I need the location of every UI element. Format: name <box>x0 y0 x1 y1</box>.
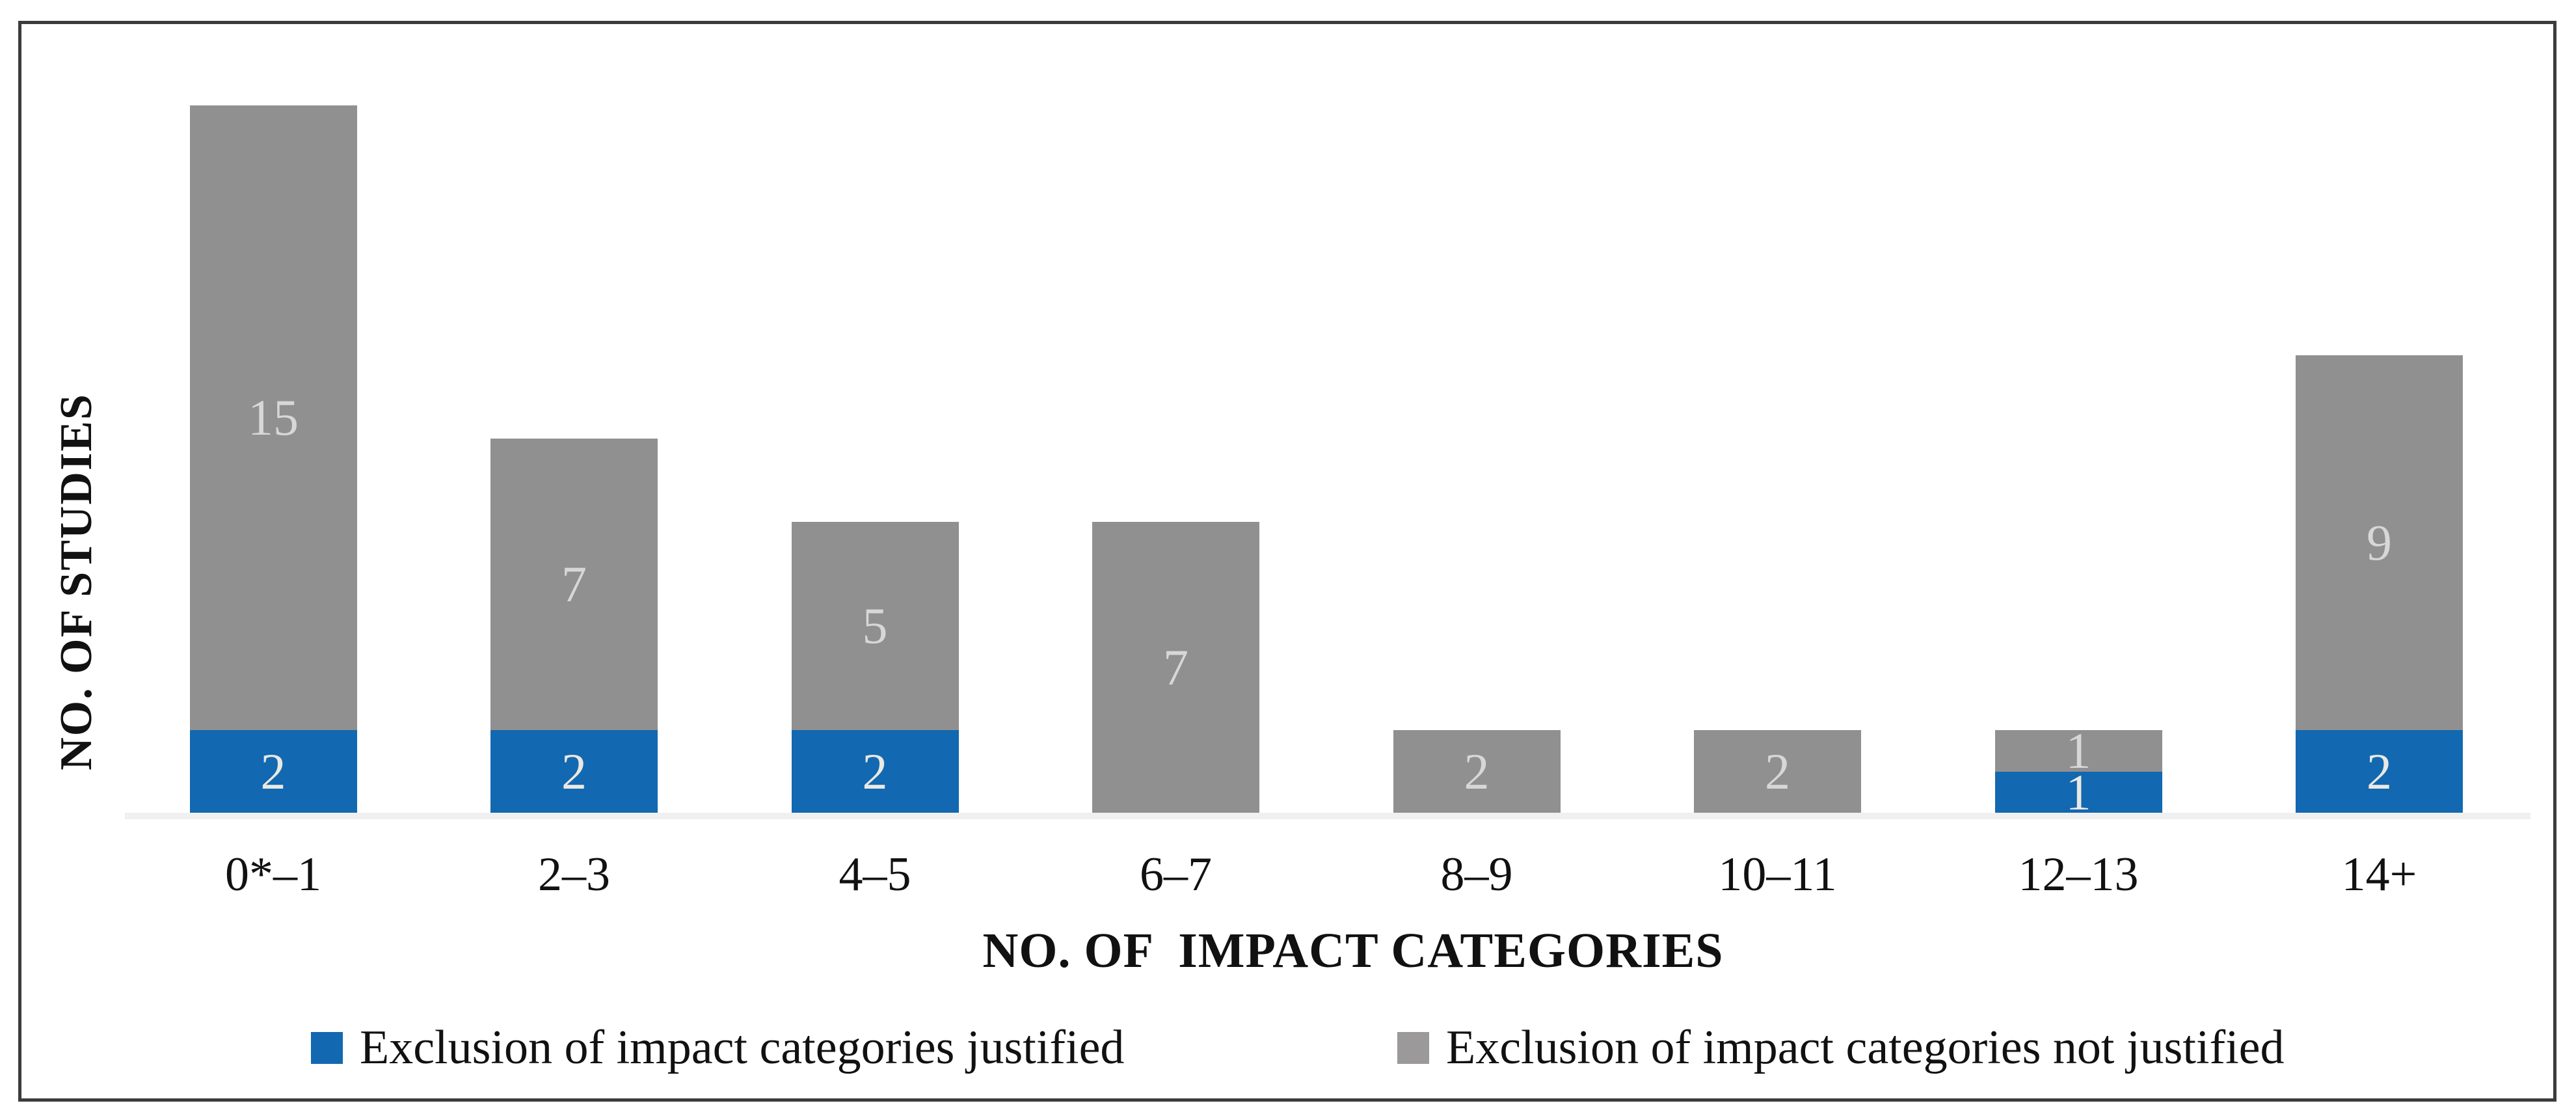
x-tick-label: 0*–1 <box>225 848 321 901</box>
bar-segment-not-justified: 15 <box>189 105 357 730</box>
bar-value-label: 1 <box>2065 722 2091 779</box>
bar-value-label: 2 <box>862 743 888 800</box>
x-tick-label: 10–11 <box>1718 848 1837 901</box>
bar-segment-justified: 1 <box>1994 767 2162 818</box>
bar-segment-justified: 2 <box>189 730 357 813</box>
legend-swatch-gray-icon <box>1397 1031 1429 1064</box>
legend-label-justified: Exclusion of impact categories justified <box>360 1020 1125 1074</box>
bar-segment-not-justified: 7 <box>1092 522 1259 813</box>
x-tick-label: 12–13 <box>2018 848 2139 901</box>
bar-segment-justified: 2 <box>791 730 959 813</box>
bar-segment-justified: 2 <box>2296 730 2463 813</box>
x-tick-label: 6–7 <box>1140 848 1212 901</box>
bar-segment-not-justified: 9 <box>2296 355 2463 730</box>
bar-value-label: 9 <box>2367 514 2392 571</box>
bar-value-label: 2 <box>260 743 286 800</box>
bar-value-label: 1 <box>2065 764 2091 821</box>
x-axis-line <box>125 813 2530 819</box>
y-axis-title: NO. OF STUDIES <box>51 393 101 770</box>
legend-item-justified: Exclusion of impact categories justified <box>311 1020 1124 1075</box>
x-tick-label: 4–5 <box>839 848 911 901</box>
chart-frame <box>18 21 2556 1102</box>
x-tick-label: 14+ <box>2341 848 2417 901</box>
x-tick-label: 8–9 <box>1440 848 1513 901</box>
bar-segment-not-justified: 1 <box>1994 726 2162 776</box>
bar-segment-not-justified: 2 <box>1393 730 1561 813</box>
bar-segment-not-justified: 5 <box>791 522 959 730</box>
x-axis-title: NO. OF IMPACT CATEGORIES <box>982 923 1724 978</box>
bar-value-label: 15 <box>248 389 299 446</box>
legend-label-not-justified: Exclusion of impact categories not justi… <box>1446 1020 2285 1074</box>
bar-value-label: 5 <box>862 597 888 654</box>
bar-value-label: 2 <box>2367 743 2392 800</box>
x-tick-label: 2–3 <box>538 848 610 901</box>
legend-swatch-blue-icon <box>311 1031 343 1064</box>
bar-value-label: 2 <box>1765 743 1790 800</box>
bar-segment-not-justified: 7 <box>490 439 658 730</box>
bar-value-label: 2 <box>1464 743 1490 800</box>
bar-segment-not-justified: 2 <box>1694 730 1861 813</box>
bar-value-label: 7 <box>1163 639 1188 696</box>
bar-value-label: 2 <box>561 743 587 800</box>
bar-segment-justified: 2 <box>490 730 658 813</box>
legend-item-not-justified: Exclusion of impact categories not justi… <box>1397 1020 2285 1075</box>
bar-value-label: 7 <box>561 556 587 612</box>
